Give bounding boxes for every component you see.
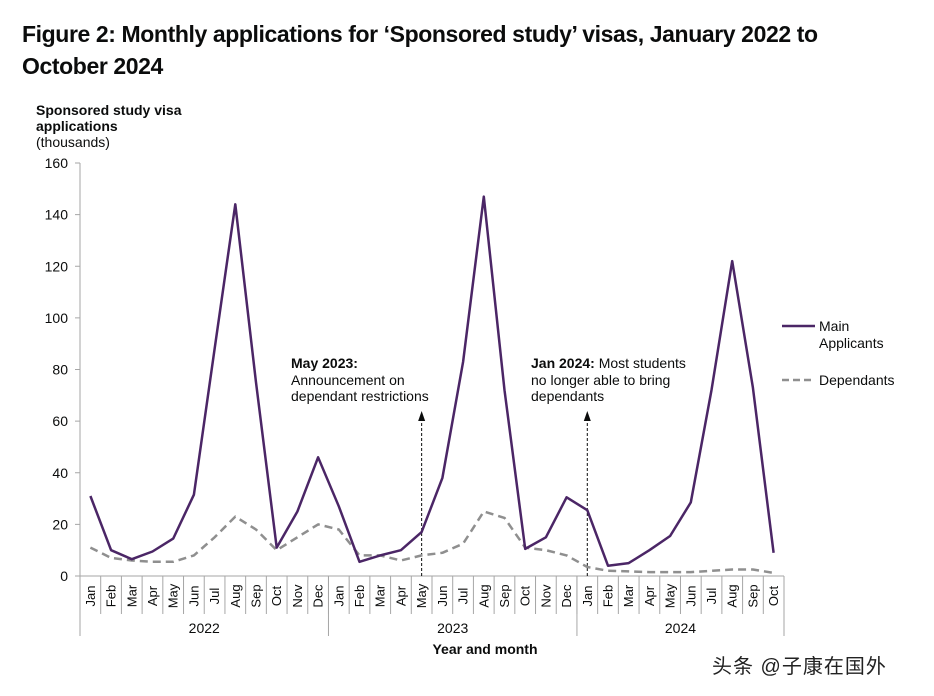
y-tick-label: 120 bbox=[45, 258, 69, 274]
annotation-arrowhead bbox=[418, 411, 426, 421]
annotation-jan-2024: Jan 2024: Most students no longer able t… bbox=[531, 355, 686, 405]
legend-label-dependants: Dependants bbox=[819, 372, 895, 389]
y-axis-label-line2: applications bbox=[36, 118, 118, 134]
x-tick-label-month: Jul bbox=[207, 588, 222, 605]
x-tick-label-month: Sep bbox=[745, 584, 760, 607]
x-tick-label-month: Sep bbox=[497, 584, 512, 607]
annotation-may-2023: May 2023: Announcement on dependant rest… bbox=[291, 355, 429, 405]
x-tick-label-month: Jun bbox=[435, 586, 450, 607]
y-tick-label: 80 bbox=[52, 362, 68, 378]
x-tick-label-month: Jan bbox=[83, 586, 98, 607]
y-tick-label: 140 bbox=[45, 207, 69, 223]
x-tick-label-month: Jan bbox=[331, 586, 346, 607]
axes: 0 20 40 60 80 100 120 140 160 Jan Feb Mar Apr May Jun J… bbox=[45, 155, 785, 636]
legend-main-line2: Applicants bbox=[819, 335, 884, 351]
annotation-arrowhead bbox=[583, 411, 591, 421]
x-tick-label-month: Jan bbox=[580, 586, 595, 607]
x-tick-label-month: Aug bbox=[725, 584, 740, 607]
x-tick-label-month: Feb bbox=[104, 585, 119, 607]
annotation-jan-2024-line2: no longer able to bring bbox=[531, 371, 671, 388]
x-tick-label-month: Sep bbox=[249, 584, 264, 607]
x-tick-label-month: Apr bbox=[145, 585, 160, 606]
x-tick-label-month: Jun bbox=[683, 586, 698, 607]
legend-dependants-text: Dependants bbox=[819, 372, 895, 388]
x-tick-label-month: Aug bbox=[228, 584, 243, 607]
series-group bbox=[89, 195, 775, 575]
y-tick-label: 20 bbox=[52, 516, 68, 532]
y-tick-label: 100 bbox=[45, 310, 69, 326]
x-tick-label-month: Nov bbox=[538, 584, 553, 608]
x-tick-label-month: May bbox=[663, 583, 678, 608]
x-tick-label-month: Oct bbox=[766, 586, 781, 607]
x-tick-label-month: Nov bbox=[290, 584, 305, 608]
x-tick-label-month: Mar bbox=[373, 584, 388, 607]
x-tick-label-month: Oct bbox=[269, 586, 284, 607]
x-tick-label-month: May bbox=[166, 583, 181, 608]
x-axis-title: Year and month bbox=[432, 641, 537, 657]
y-axis-unit: (thousands) bbox=[36, 134, 110, 150]
annotation-may-2023-date: May 2023: bbox=[291, 355, 358, 371]
annotation-may-2023-line2: dependant restrictions bbox=[291, 388, 429, 404]
y-tick-label: 40 bbox=[52, 465, 68, 481]
annotation-jan-2024-line1: Most students bbox=[594, 355, 686, 371]
legend-label-main-applicants: Main Applicants bbox=[819, 318, 884, 352]
x-year-label: 2023 bbox=[437, 620, 468, 636]
x-tick-label-month: Dec bbox=[559, 584, 574, 608]
x-tick-label-month: Feb bbox=[601, 585, 616, 607]
y-tick-label: 160 bbox=[45, 155, 69, 171]
annotation-jan-2024-date: Jan 2024: bbox=[531, 355, 595, 371]
legend-main-line1: Main bbox=[819, 318, 850, 334]
annotation-jan-2024-line3: dependants bbox=[531, 388, 605, 404]
x-tick-label-month: Dec bbox=[311, 584, 326, 608]
x-tick-label-month: Oct bbox=[518, 586, 533, 607]
x-year-label: 2024 bbox=[665, 620, 696, 636]
x-tick-label-month: May bbox=[414, 583, 429, 608]
x-tick-label-month: Jul bbox=[704, 588, 719, 605]
y-tick-label: 60 bbox=[52, 413, 68, 429]
annotation-may-2023-line1: Announcement on bbox=[291, 371, 405, 388]
x-tick-label-month: Aug bbox=[476, 584, 491, 607]
x-tick-label-month: Apr bbox=[642, 585, 657, 606]
y-axis-label: Sponsored study visa applications (thous… bbox=[36, 102, 181, 150]
x-tick-label-month: Mar bbox=[124, 584, 139, 607]
series-line-main-applicants bbox=[89, 195, 775, 567]
series-line-dependants bbox=[89, 510, 774, 575]
watermark: 头条 @子康在国外 bbox=[712, 656, 887, 678]
x-tick-label-month: Jul bbox=[456, 588, 471, 605]
x-tick-label-month: Apr bbox=[393, 585, 408, 606]
annotation-arrows bbox=[418, 411, 591, 576]
y-axis-label-line1: Sponsored study visa bbox=[36, 102, 182, 118]
x-tick-label-month: Jun bbox=[186, 586, 201, 607]
legend bbox=[782, 324, 815, 382]
x-year-label: 2022 bbox=[189, 620, 220, 636]
x-tick-label-month: Mar bbox=[621, 584, 636, 607]
x-tick-label-month: Feb bbox=[352, 585, 367, 607]
chart-title: Figure 2: Monthly applications for ‘Spon… bbox=[22, 21, 818, 79]
y-tick-label: 0 bbox=[60, 568, 68, 584]
